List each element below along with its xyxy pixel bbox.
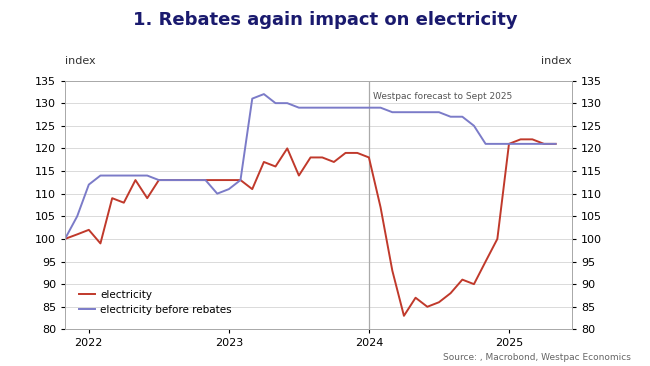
Legend: electricity, electricity before rebates: electricity, electricity before rebates <box>75 286 236 319</box>
Text: Source: , Macrobond, Westpac Economics: Source: , Macrobond, Westpac Economics <box>443 353 630 362</box>
Text: 1. Rebates again impact on electricity: 1. Rebates again impact on electricity <box>133 11 517 29</box>
Text: index: index <box>65 56 96 66</box>
Text: index: index <box>541 56 572 66</box>
Text: Westpac forecast to Sept 2025: Westpac forecast to Sept 2025 <box>373 92 512 101</box>
